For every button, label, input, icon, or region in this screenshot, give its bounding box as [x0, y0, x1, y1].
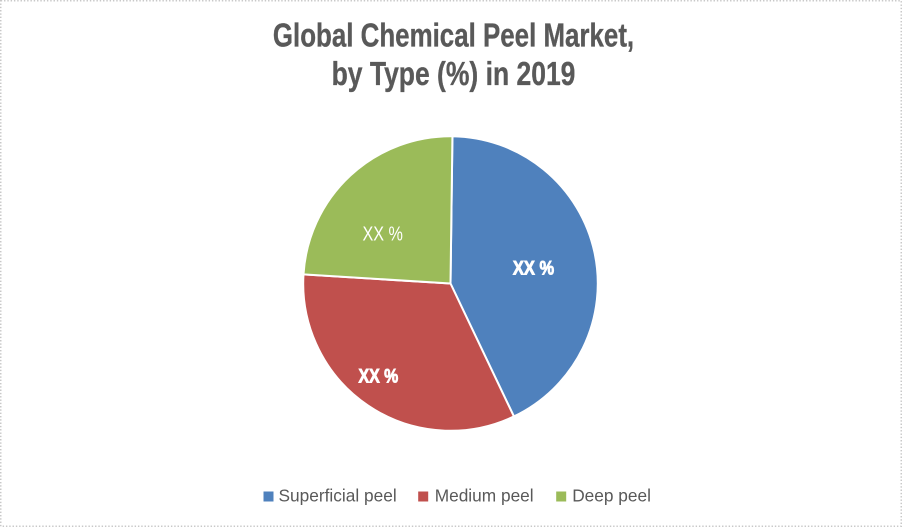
svg-text:Deep peel: Deep peel	[572, 485, 651, 505]
svg-text:XX %: XX %	[513, 257, 554, 279]
svg-text:by Type (%) in 2019: by Type (%) in 2019	[332, 56, 576, 92]
svg-text:XX %: XX %	[362, 223, 403, 245]
svg-text:XX %: XX %	[359, 365, 399, 387]
svg-text:Superficial peel: Superficial peel	[279, 485, 397, 505]
svg-text:Global Chemical Peel Market,: Global Chemical Peel Market,	[273, 18, 634, 55]
svg-text:Medium peel: Medium peel	[435, 485, 534, 505]
